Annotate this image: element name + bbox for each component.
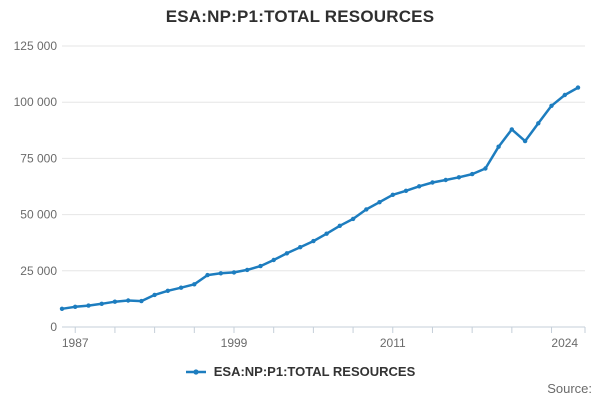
data-point [364,207,369,212]
x-tick-label: 2024 [551,336,578,350]
data-point [152,292,157,298]
data-point [298,245,303,250]
data-point [258,263,263,269]
data-point [231,270,237,275]
data-point [483,166,488,171]
data-point [245,267,250,273]
data-point [456,175,462,180]
data-point [205,272,210,278]
data-point [165,288,170,293]
data-point [390,192,395,197]
data-point [126,298,131,303]
data-point [549,103,554,109]
x-tick-label: 1999 [221,336,248,350]
data-point [192,282,197,287]
legend-line-marker-icon [185,368,206,375]
x-tick-label: 2011 [380,336,406,350]
data-point [377,200,382,205]
data-point [470,171,475,177]
data-point [337,223,342,228]
data-point [112,299,118,304]
y-tick-label: 75 000 [20,151,57,165]
data-point [430,180,435,185]
chart-title: ESA:NP:P1:TOTAL RESOURCES [165,7,435,26]
y-tick-label: 0 [50,320,57,334]
data-point [562,92,567,98]
legend-item-label: ESA:NP:P1:TOTAL RESOURCES [213,364,416,379]
x-tick-label: 1987 [62,336,89,350]
data-line [60,86,580,311]
data-point [522,138,528,144]
line-chart-plot-area: 0 25 000 50 000 75 000 100 000 125 000 1987 199… [14,39,586,350]
data-point [509,127,514,132]
data-point [86,303,91,308]
data-point [284,251,290,256]
data-point [178,285,184,290]
data-point [59,306,65,311]
data-point [443,177,448,183]
data-point [496,144,501,149]
y-tick-label: 100 000 [14,95,58,109]
data-point [403,188,409,193]
data-point [575,85,581,90]
legend: ESA:NP:P1:TOTAL RESOURCES [0,364,600,379]
legend-item-total-resources[interactable]: ESA:NP:P1:TOTAL RESOURCES [185,364,416,379]
data-point [350,216,356,222]
data-point [417,184,422,189]
data-point [139,298,144,304]
data-point [218,271,223,276]
data-point [271,257,276,263]
data-point [311,238,316,244]
y-tick-label: 125 000 [14,39,58,53]
y-tick-label: 25 000 [20,264,57,278]
source-label: Source: [547,381,592,396]
data-point [536,121,541,126]
data-point [324,231,329,236]
data-point [99,301,104,306]
y-tick-label: 50 000 [20,208,57,222]
data-point [73,304,78,309]
